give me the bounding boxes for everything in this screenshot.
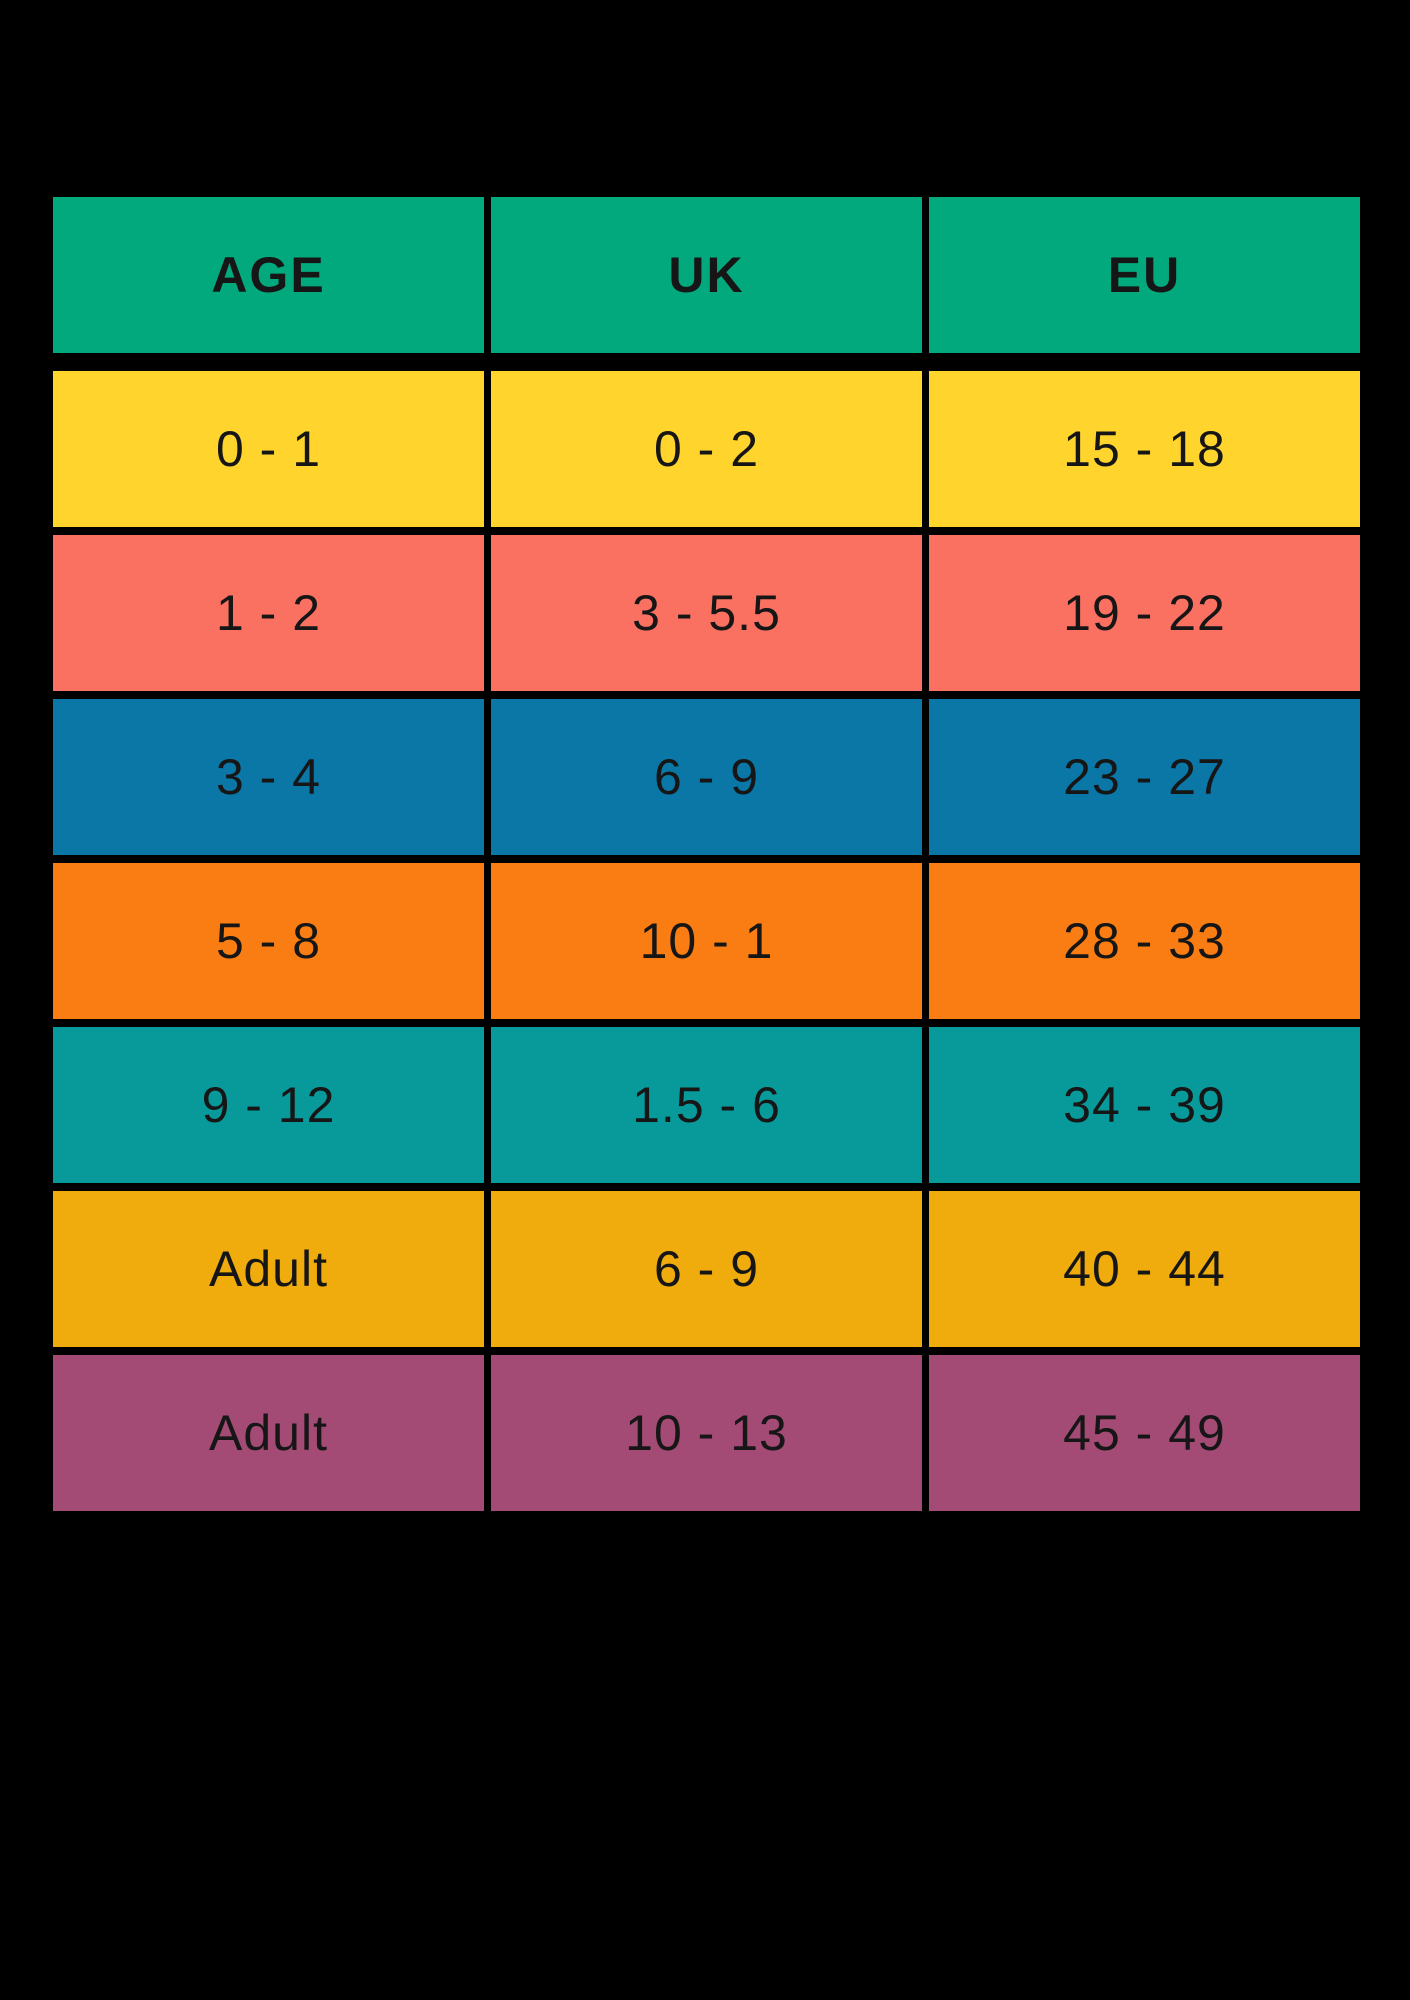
table-row: 9 - 12 1.5 - 6 34 - 39 (51, 1025, 1362, 1185)
table-cell-age: 5 - 8 (51, 861, 486, 1021)
table-cell-uk: 6 - 9 (489, 697, 924, 857)
table-cell-eu: 28 - 33 (927, 861, 1362, 1021)
table-cell-uk: 0 - 2 (489, 369, 924, 529)
table-cell-eu: 45 - 49 (927, 1353, 1362, 1513)
table-cell-uk: 1.5 - 6 (489, 1025, 924, 1185)
table-cell-uk: 10 - 13 (489, 1353, 924, 1513)
table-cell-age: Adult (51, 1189, 486, 1349)
table-cell-eu: 34 - 39 (927, 1025, 1362, 1185)
table-cell-eu: 40 - 44 (927, 1189, 1362, 1349)
table-cell-age: 9 - 12 (51, 1025, 486, 1185)
table-cell-uk: 6 - 9 (489, 1189, 924, 1349)
column-header-age: AGE (51, 195, 486, 355)
table-cell-age: 0 - 1 (51, 369, 486, 529)
table-cell-eu: 23 - 27 (927, 697, 1362, 857)
table-row: 5 - 8 10 - 1 28 - 33 (51, 861, 1362, 1021)
table-cell-age: 1 - 2 (51, 533, 486, 693)
table-cell-eu: 19 - 22 (927, 533, 1362, 693)
table-cell-uk: 10 - 1 (489, 861, 924, 1021)
column-header-eu: EU (927, 195, 1362, 355)
table-cell-age: 3 - 4 (51, 697, 486, 857)
table-cell-uk: 3 - 5.5 (489, 533, 924, 693)
table-row: Adult 10 - 13 45 - 49 (51, 1353, 1362, 1513)
table-cell-age: Adult (51, 1353, 486, 1513)
table-cell-eu: 15 - 18 (927, 369, 1362, 529)
column-header-uk: UK (489, 195, 924, 355)
table-row: Adult 6 - 9 40 - 44 (51, 1189, 1362, 1349)
table-header-row: AGE UK EU (51, 195, 1362, 355)
